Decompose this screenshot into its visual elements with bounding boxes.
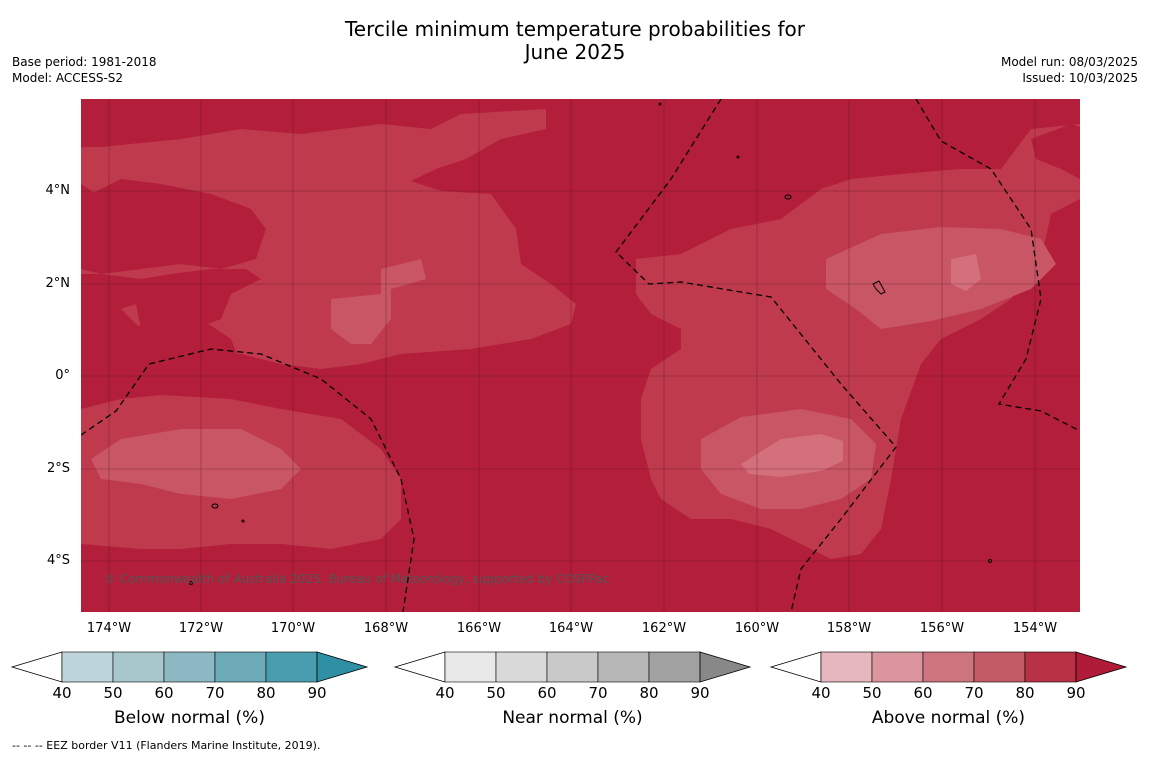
colorbar-segment: [163, 651, 216, 683]
colorbar-segment: [597, 651, 650, 683]
lat-label-2n: 2°N: [45, 276, 71, 291]
colorbar-tick-label: 50: [862, 684, 882, 702]
region-above-80-east-blob: [1031, 124, 1080, 179]
lon-label-158w: 158°W: [826, 621, 872, 636]
colorbar-tick-label: 60: [537, 684, 557, 702]
island-2: [872, 280, 886, 295]
region-above-50-east-south: [741, 434, 843, 477]
colorbar-segment: [1024, 651, 1077, 683]
colorbar-segment: [546, 651, 599, 683]
lat-label-0: 0°: [55, 368, 70, 383]
colorbar-segment: [922, 651, 975, 683]
colorbar-tick-label: 70: [588, 684, 608, 702]
island-1: [784, 194, 792, 200]
colorbar-tick-label: 40: [811, 684, 831, 702]
island-5: [189, 581, 193, 585]
colorbar-segment: [648, 651, 701, 683]
colorbar-min-triangle: [769, 651, 822, 683]
lat-label-4s: 4°S: [46, 553, 70, 568]
lon-label-164w: 164°W: [548, 621, 594, 636]
region-above-70-nw: [81, 109, 576, 369]
colorbar-below-normal: [10, 651, 369, 683]
lat-label-2s: 2°S: [46, 461, 70, 476]
copyright-text: © Commonwealth of Australia 2025, Bureau…: [104, 572, 610, 586]
map-area: [80, 98, 1081, 613]
colorbar-label-below: Below normal (%): [114, 708, 265, 728]
lon-label-172w: 172°W: [178, 621, 224, 636]
issued-date: Issued: 10/03/2025: [1022, 71, 1138, 85]
colorbar-min-triangle: [10, 651, 63, 683]
colorbar-tick-label: 90: [307, 684, 327, 702]
colorbar-tick-label: 90: [1066, 684, 1086, 702]
lon-label-156w: 156°W: [919, 621, 965, 636]
colorbar-tick-label: 40: [52, 684, 72, 702]
colorbar-near-normal: [393, 651, 752, 683]
model-run: Model run: 08/03/2025: [1000, 55, 1138, 69]
colorbar-segment: [871, 651, 924, 683]
colorbar-tick-label: 80: [1015, 684, 1035, 702]
colorbar-tick-label: 60: [154, 684, 174, 702]
lon-label-154w: 154°W: [1012, 621, 1058, 636]
colorbar-tick-label: 90: [690, 684, 710, 702]
colorbar-segment: [444, 651, 497, 683]
colorbar-label-near: Near normal (%): [502, 708, 643, 728]
colorbar-segment: [973, 651, 1026, 683]
model-name: Model: ACCESS-S2: [12, 71, 124, 85]
lon-label-166w: 166°W: [456, 621, 502, 636]
map-svg: [80, 98, 1081, 613]
base-period: Base period: 1981-2018: [12, 55, 157, 69]
colorbar-segment: [214, 651, 267, 683]
colorbar-tick-label: 40: [435, 684, 455, 702]
colorbar-min-triangle: [393, 651, 446, 683]
colorbar-segment: [265, 651, 318, 683]
colorbar-segment: [820, 651, 873, 683]
region-above-50-east-north: [951, 254, 981, 291]
colorbar-above-normal: [769, 651, 1128, 683]
colorbar-tick-label: 70: [205, 684, 225, 702]
colorbar-max-triangle: [699, 651, 752, 683]
island-7: [736, 155, 740, 159]
colorbar-max-triangle: [1075, 651, 1128, 683]
chart-title: Tercile minimum temperature probabilitie…: [0, 18, 1150, 64]
colorbar-tick-label: 50: [103, 684, 123, 702]
colorbar-segment: [112, 651, 165, 683]
region-above-60-center: [331, 259, 426, 344]
island-6: [988, 559, 992, 563]
meta-right: Model run: 08/03/2025 Issued: 10/03/2025: [1001, 54, 1138, 86]
colorbar-tick-label: 70: [964, 684, 984, 702]
meta-left: Base period: 1981-2018 Model: ACCESS-S2: [12, 54, 157, 86]
islands: [189, 102, 992, 585]
lat-label-4n: 4°N: [45, 183, 71, 198]
eez-footnote: -- -- -- EEZ border V11 (Flanders Marine…: [12, 739, 321, 752]
lon-label-174w: 174°W: [86, 621, 132, 636]
island-4: [241, 519, 245, 523]
colorbar-max-triangle: [316, 651, 369, 683]
colorbar-tick-label: 60: [913, 684, 933, 702]
title-line-1: Tercile minimum temperature probabilitie…: [344, 17, 806, 41]
colorbar-tick-label: 80: [639, 684, 659, 702]
region-above-80-west: [81, 317, 251, 404]
lon-label-160w: 160°W: [734, 621, 780, 636]
title-line-2: June 2025: [524, 40, 626, 64]
lon-label-162w: 162°W: [641, 621, 687, 636]
colorbars-svg: [10, 651, 1128, 683]
colorbar-segment: [495, 651, 548, 683]
region-above-80-nw-blob: [81, 179, 266, 274]
lon-label-168w: 168°W: [363, 621, 409, 636]
colorbar-tick-label: 50: [486, 684, 506, 702]
region-above-60-east-north: [826, 227, 1056, 329]
lon-label-170w: 170°W: [270, 621, 316, 636]
colorbar-segment: [61, 651, 114, 683]
colorbar-tick-label: 80: [256, 684, 276, 702]
island-8: [658, 102, 662, 106]
eez-borders: [80, 98, 1081, 613]
gridlines: [81, 99, 1080, 612]
island-3: [211, 503, 219, 509]
region-above-60-sw: [91, 429, 301, 499]
colorbar-label-above: Above normal (%): [871, 708, 1026, 728]
